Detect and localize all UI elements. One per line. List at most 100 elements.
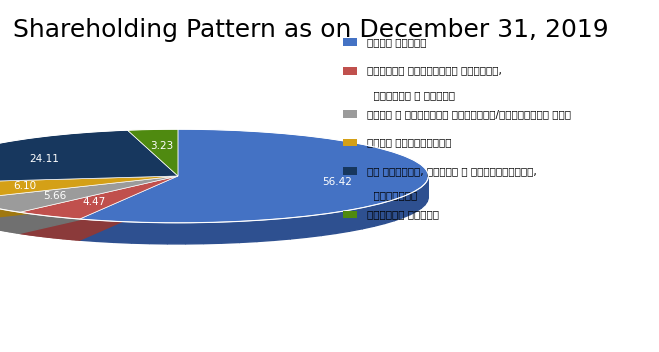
Polygon shape: [51, 216, 53, 238]
Polygon shape: [335, 210, 349, 233]
Polygon shape: [421, 184, 425, 208]
Polygon shape: [50, 216, 51, 238]
Text: 24.11: 24.11: [30, 153, 59, 164]
Polygon shape: [11, 211, 13, 232]
Polygon shape: [40, 215, 42, 237]
Polygon shape: [0, 176, 178, 204]
Polygon shape: [77, 219, 78, 240]
Polygon shape: [221, 221, 239, 243]
Polygon shape: [10, 211, 11, 232]
Polygon shape: [349, 208, 362, 231]
Polygon shape: [425, 180, 427, 205]
Polygon shape: [73, 219, 74, 240]
Polygon shape: [80, 176, 178, 240]
Text: आईईपीएफ: आईईपीएफ: [367, 191, 417, 201]
Polygon shape: [42, 215, 43, 237]
Polygon shape: [1, 209, 2, 231]
Polygon shape: [23, 213, 24, 234]
Polygon shape: [59, 217, 60, 238]
Polygon shape: [38, 215, 39, 236]
Text: बीमा कम्पनियां: बीमा कम्पनियां: [367, 138, 451, 147]
Polygon shape: [30, 214, 31, 235]
Polygon shape: [416, 187, 421, 212]
Polygon shape: [239, 220, 256, 243]
Polygon shape: [76, 219, 77, 240]
FancyBboxPatch shape: [343, 167, 357, 175]
Text: 4.47: 4.47: [82, 197, 105, 207]
Polygon shape: [24, 213, 25, 234]
FancyBboxPatch shape: [343, 67, 357, 75]
Polygon shape: [39, 215, 40, 236]
Polygon shape: [20, 176, 178, 219]
Polygon shape: [43, 215, 44, 237]
Polygon shape: [72, 218, 73, 240]
Polygon shape: [32, 214, 33, 235]
Text: जन साधारण, न्यास व प्रतिष्ठान,: जन साधारण, न्यास व प्रतिष्ठान,: [367, 166, 537, 176]
FancyBboxPatch shape: [343, 210, 357, 218]
Text: 56.42: 56.42: [322, 177, 353, 187]
Polygon shape: [18, 212, 20, 233]
Polygon shape: [31, 214, 32, 235]
Polygon shape: [186, 222, 204, 244]
Polygon shape: [55, 217, 57, 238]
Polygon shape: [427, 177, 428, 201]
Text: Shareholding Pattern as on December 31, 2019: Shareholding Pattern as on December 31, …: [13, 18, 609, 42]
Polygon shape: [114, 221, 131, 243]
Polygon shape: [127, 129, 178, 176]
Polygon shape: [28, 214, 30, 235]
Polygon shape: [74, 219, 76, 240]
Text: 5.66: 5.66: [43, 191, 66, 201]
Polygon shape: [9, 210, 10, 232]
Text: एनआरआई व ओसीबी: एनआरआई व ओसीबी: [367, 90, 455, 100]
Polygon shape: [3, 209, 5, 231]
Polygon shape: [57, 217, 59, 238]
Polygon shape: [20, 213, 22, 234]
Polygon shape: [71, 218, 72, 239]
Polygon shape: [37, 215, 38, 236]
Polygon shape: [273, 218, 290, 240]
Polygon shape: [61, 218, 63, 239]
Polygon shape: [44, 215, 45, 237]
Polygon shape: [60, 217, 61, 239]
Polygon shape: [6, 210, 7, 231]
FancyBboxPatch shape: [343, 110, 357, 118]
Polygon shape: [78, 219, 80, 240]
Polygon shape: [67, 218, 68, 239]
Polygon shape: [167, 223, 186, 244]
Polygon shape: [374, 202, 385, 226]
Polygon shape: [63, 218, 64, 239]
Polygon shape: [47, 216, 49, 237]
Polygon shape: [20, 176, 178, 233]
Polygon shape: [0, 130, 178, 183]
Polygon shape: [306, 214, 321, 237]
Polygon shape: [64, 218, 65, 239]
Polygon shape: [0, 176, 178, 221]
Polygon shape: [0, 176, 178, 212]
Polygon shape: [14, 212, 15, 233]
Polygon shape: [33, 214, 34, 235]
Polygon shape: [394, 196, 403, 221]
Text: बैंक व वित्तीय संस्थान/म्युचुअल फंड: बैंक व वित्तीय संस्थान/म्युचुअल फंड: [367, 109, 571, 119]
Polygon shape: [385, 200, 394, 224]
Polygon shape: [96, 220, 114, 243]
FancyBboxPatch shape: [343, 38, 357, 46]
Polygon shape: [5, 210, 6, 231]
Polygon shape: [25, 213, 26, 234]
Polygon shape: [0, 176, 178, 204]
Polygon shape: [34, 214, 36, 235]
Polygon shape: [36, 214, 37, 236]
Polygon shape: [131, 222, 150, 244]
Text: 6.10: 6.10: [13, 181, 36, 191]
Polygon shape: [411, 190, 416, 215]
Text: निगमित निकाय: निगमित निकाय: [367, 209, 439, 219]
Polygon shape: [7, 210, 9, 232]
Polygon shape: [2, 209, 3, 231]
Polygon shape: [150, 222, 167, 244]
Text: विदेशी संस्थागत निवेशक,: विदेशी संस्थागत निवेशक,: [367, 66, 502, 76]
Polygon shape: [204, 222, 221, 244]
Polygon shape: [46, 216, 47, 237]
Polygon shape: [53, 216, 54, 238]
Polygon shape: [65, 218, 67, 239]
Polygon shape: [26, 213, 28, 234]
Polygon shape: [16, 212, 18, 233]
